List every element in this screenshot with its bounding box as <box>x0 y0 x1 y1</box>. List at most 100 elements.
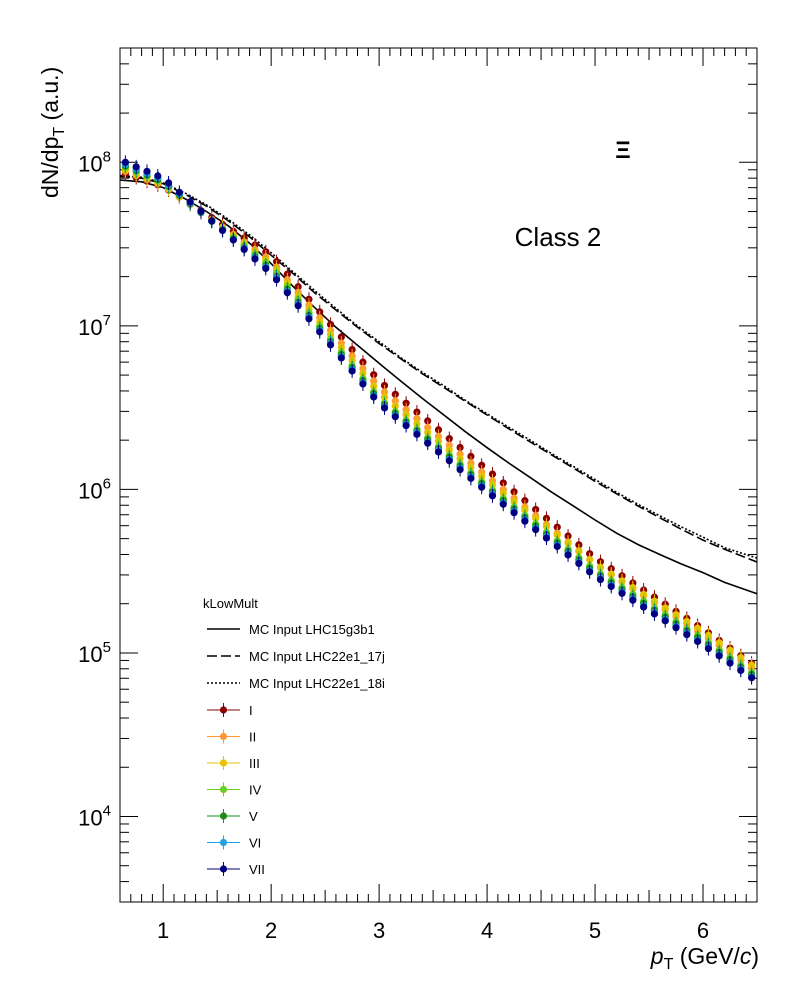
point-VII <box>262 264 270 273</box>
x-tick-label: 5 <box>589 918 601 943</box>
point-III <box>737 654 745 662</box>
y-tick-label: 104 <box>78 802 111 830</box>
legend-marker-III <box>219 759 228 767</box>
point-VII <box>488 492 497 500</box>
point-VII <box>672 624 680 632</box>
point-VII <box>186 198 194 206</box>
point-III <box>726 646 734 654</box>
point-VII <box>154 172 162 180</box>
point-VII <box>218 226 227 235</box>
legend-marker-VI <box>219 838 228 847</box>
class-label: Class 2 <box>515 222 602 252</box>
point-VII <box>208 217 216 225</box>
x-tick-label: 3 <box>373 918 385 943</box>
point-VII <box>424 439 432 447</box>
point-VII <box>251 255 259 263</box>
point-III <box>683 617 691 626</box>
legend: kLowMult MC Input LHC15g3b1 MC Input LHC2… <box>203 596 385 877</box>
point-VII <box>272 276 281 284</box>
point-VII <box>434 448 443 456</box>
point-VII <box>348 367 356 375</box>
point-VII <box>542 534 551 542</box>
point-VII <box>737 666 745 675</box>
y-tick-label: 108 <box>78 148 111 176</box>
point-VII <box>694 637 702 646</box>
x-tick-labels: 1 2 3 4 5 6 <box>157 918 709 943</box>
legend-marker-I <box>219 706 228 714</box>
point-VII <box>661 617 669 625</box>
point-VII <box>704 644 713 653</box>
point-VII <box>521 517 529 525</box>
point-VII <box>121 158 129 166</box>
point-VII <box>229 236 237 244</box>
y-axis-label: dN/dpT (a.u.) <box>37 67 68 198</box>
x-tick-label: 6 <box>697 918 709 943</box>
point-VII <box>510 509 518 517</box>
point-VII <box>337 354 345 362</box>
legend-label: MC Input LHC15g3b1 <box>249 622 375 637</box>
point-VII <box>294 302 302 310</box>
point-VII <box>683 630 691 639</box>
point-VII <box>715 652 723 660</box>
point-VII <box>175 188 183 197</box>
point-VII <box>132 163 140 171</box>
point-VII <box>553 542 561 551</box>
legend-marker-VII <box>219 865 228 873</box>
point-VII <box>726 659 734 667</box>
point-VII <box>326 341 335 349</box>
point-VII <box>240 245 248 254</box>
y-tick-label: 107 <box>78 312 111 340</box>
point-VII <box>283 289 291 297</box>
point-VII <box>596 575 605 584</box>
legend-label: I <box>249 703 253 718</box>
point-VII <box>391 413 399 421</box>
point-VII <box>499 500 507 508</box>
legend-title: kLowMult <box>203 596 258 611</box>
legend-marker-V <box>219 812 228 820</box>
point-VII <box>164 179 173 187</box>
point-III <box>694 624 702 632</box>
point-VII <box>575 559 583 568</box>
legend-label: IV <box>249 783 262 798</box>
point-VII <box>640 603 648 611</box>
point-VII <box>413 430 421 438</box>
point-VII <box>586 568 594 576</box>
legend-label: MC Input LHC22e1_17j <box>249 649 385 664</box>
plot-frame <box>119 47 758 903</box>
point-VII <box>359 380 367 388</box>
point-VII <box>607 582 615 591</box>
point-VII <box>650 610 659 618</box>
x-tick-label: 4 <box>481 918 493 943</box>
x-axis-label: pT (GeV/c) <box>650 943 759 973</box>
point-VII <box>305 315 313 323</box>
legend-label: III <box>249 756 260 771</box>
point-VII <box>380 404 389 412</box>
point-VII <box>445 457 453 465</box>
mc-curve-2 <box>119 175 758 563</box>
point-VII <box>748 674 756 682</box>
point-VII <box>402 421 410 430</box>
legend-label: V <box>249 809 258 824</box>
point-VII <box>629 596 637 604</box>
legend-label: MC Input LHC22e1_18i <box>249 676 385 691</box>
point-VII <box>467 474 475 482</box>
point-III <box>715 639 723 647</box>
point-VII <box>618 589 626 597</box>
point-VII <box>478 483 486 491</box>
point-VII <box>532 526 540 534</box>
x-tick-label: 1 <box>157 918 169 943</box>
point-VII <box>197 207 205 216</box>
legend-marker-II <box>219 732 228 741</box>
point-III <box>748 661 756 669</box>
point-VII <box>143 167 151 175</box>
x-tick-label: 2 <box>265 918 277 943</box>
point-VII <box>316 328 324 336</box>
data-points <box>121 155 756 685</box>
legend-label: VII <box>249 862 265 877</box>
legend-label: II <box>249 730 256 745</box>
legend-label: VI <box>249 836 261 851</box>
legend-marker-IV <box>219 785 228 794</box>
y-tick-label: 105 <box>78 639 111 667</box>
